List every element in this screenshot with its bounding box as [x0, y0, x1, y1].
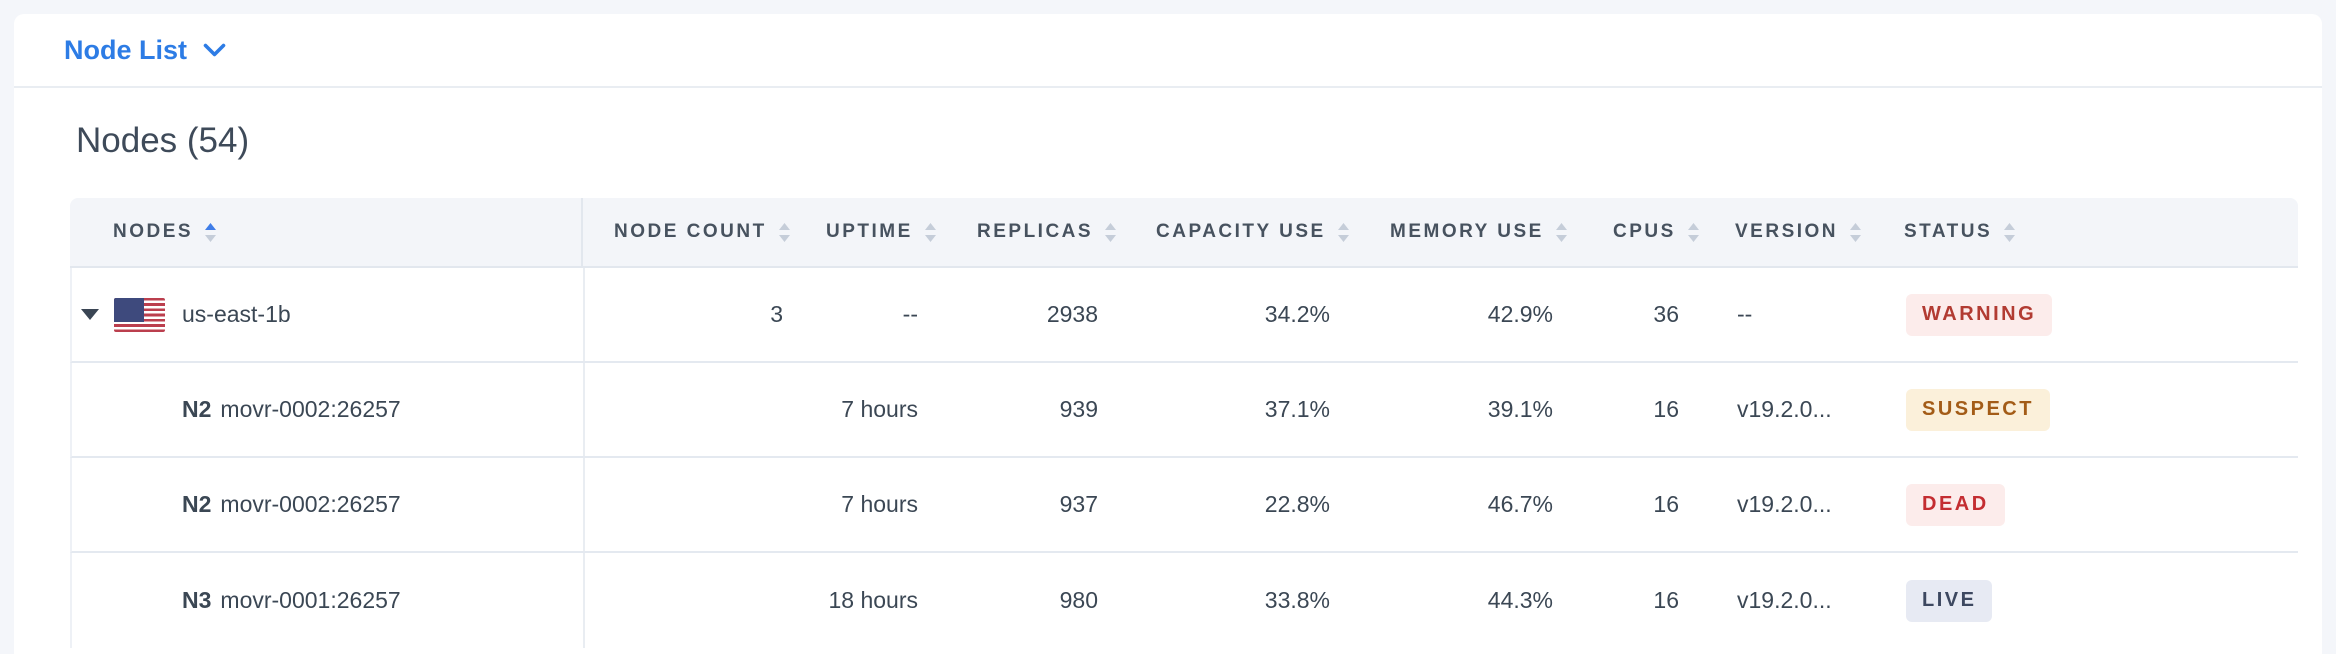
sort-asc-icon [205, 222, 217, 242]
status-badge: DEAD [1906, 483, 2005, 526]
collapse-caret-icon[interactable] [81, 309, 99, 320]
node-address: movr-0002:26257 [220, 491, 401, 517]
node-count-cell [585, 363, 792, 456]
table-header-row: NODES NODE COUNT UPTIME REPLICAS [70, 198, 2298, 268]
uptime-cell: 7 hours [841, 396, 918, 422]
node-address: movr-0002:26257 [220, 396, 401, 422]
node-list-card: Node List Nodes (54) NODES NODE COUNT U [14, 14, 2322, 654]
cpus-cell: 36 [1653, 301, 1679, 327]
capacity-use-cell: 22.8% [1264, 491, 1330, 517]
status-badge: WARNING [1906, 293, 2053, 336]
node-count-cell: 3 [770, 301, 783, 327]
node-name-cell[interactable]: N2 movr-0002:26257 [72, 458, 585, 551]
sort-icon [1850, 222, 1862, 242]
status-cell: LIVE [1898, 553, 2300, 648]
column-header-node-count[interactable]: NODE COUNT [583, 198, 790, 266]
replicas-cell: 937 [1059, 491, 1098, 517]
table-row-node: N2 movr-0002:26257 7 hours 937 22.8% 46.… [70, 458, 2298, 553]
memory-use-cell: 46.7% [1487, 491, 1553, 517]
node-address: movr-0001:26257 [220, 587, 401, 613]
page-title: Nodes (54) [76, 121, 250, 160]
node-id: N2 [182, 491, 212, 517]
sort-icon [1337, 222, 1349, 242]
capacity-use-cell: 37.1% [1264, 396, 1330, 422]
sort-icon [924, 222, 936, 242]
uptime-cell: 7 hours [841, 491, 918, 517]
us-flag-icon [114, 297, 165, 332]
view-selector-label: Node List [64, 34, 188, 65]
version-cell: -- [1737, 301, 1753, 327]
replicas-cell: 939 [1059, 396, 1098, 422]
memory-use-cell: 42.9% [1487, 301, 1553, 327]
node-count-cell [585, 553, 792, 648]
column-header-capacity-use[interactable]: CAPACITY USE [1105, 198, 1349, 266]
replicas-cell: 2938 [1046, 301, 1098, 327]
version-cell: v19.2.0... [1737, 396, 1832, 422]
uptime-cell: 18 hours [828, 587, 918, 613]
column-header-memory-use[interactable]: MEMORY USE [1337, 198, 1567, 266]
status-cell: DEAD [1898, 458, 2300, 551]
memory-use-cell: 39.1% [1487, 396, 1553, 422]
node-count-cell [585, 458, 792, 551]
sort-icon [2004, 222, 2016, 242]
sort-icon [778, 222, 790, 242]
region-label[interactable]: us-east-1b [182, 301, 291, 327]
sort-icon [1555, 222, 1567, 242]
sort-icon [1687, 222, 1699, 242]
capacity-use-cell: 33.8% [1264, 587, 1330, 613]
cpus-cell: 16 [1653, 396, 1679, 422]
column-header-cpus[interactable]: CPUS [1560, 198, 1699, 266]
column-header-replicas[interactable]: REPLICAS [925, 198, 1117, 266]
card-header: Node List [14, 14, 2322, 88]
column-header-uptime[interactable]: UPTIME [790, 198, 936, 266]
column-header-status[interactable]: STATUS [1896, 198, 2298, 266]
table-row-region: us-east-1b 3 -- 2938 34.2% 42.9% 36 -- W… [70, 268, 2298, 363]
capacity-use-cell: 34.2% [1264, 301, 1330, 327]
region-cell: us-east-1b [72, 268, 585, 361]
node-name-cell[interactable]: N2 movr-0002:26257 [72, 363, 585, 456]
sort-icon [1105, 222, 1117, 242]
version-cell: v19.2.0... [1737, 491, 1832, 517]
version-cell: v19.2.0... [1737, 587, 1832, 613]
node-name-cell[interactable]: N3 movr-0001:26257 [72, 553, 585, 648]
chevron-down-icon [203, 43, 226, 56]
status-cell: SUSPECT [1898, 363, 2300, 456]
column-header-nodes[interactable]: NODES [70, 198, 583, 266]
node-id: N3 [182, 587, 212, 613]
replicas-cell: 980 [1059, 587, 1098, 613]
cpus-cell: 16 [1653, 491, 1679, 517]
uptime-cell: -- [902, 301, 918, 327]
node-id: N2 [182, 396, 212, 422]
column-header-version[interactable]: VERSION [1686, 198, 1896, 266]
table-row-node: N3 movr-0001:26257 18 hours 980 33.8% 44… [70, 553, 2298, 648]
nodes-table: NODES NODE COUNT UPTIME REPLICAS [70, 198, 2298, 648]
cpus-cell: 16 [1653, 587, 1679, 613]
status-badge: LIVE [1906, 579, 1993, 622]
view-selector-dropdown[interactable]: Node List [64, 35, 226, 66]
status-badge: SUSPECT [1906, 388, 2050, 431]
status-cell: WARNING [1898, 268, 2300, 361]
memory-use-cell: 44.3% [1487, 587, 1553, 613]
table-row-node: N2 movr-0002:26257 7 hours 939 37.1% 39.… [70, 363, 2298, 458]
